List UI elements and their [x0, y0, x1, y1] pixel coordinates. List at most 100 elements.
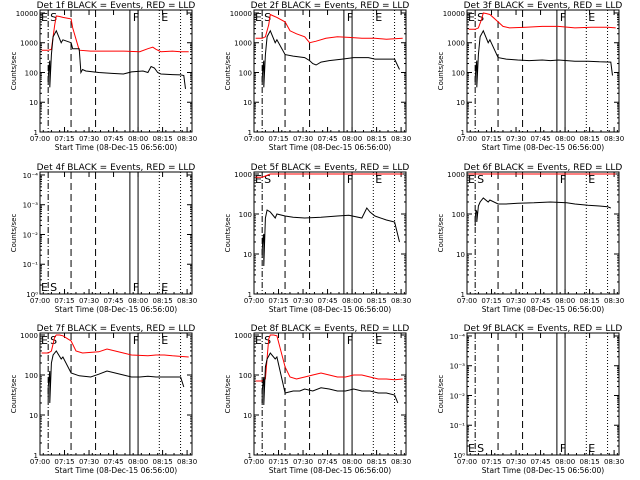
x-tick-label: 08:15: [366, 297, 386, 305]
x-tick-label: 08:15: [152, 297, 172, 305]
x-tick-label: 08:30: [391, 135, 411, 143]
x-tick-label: 07:30: [506, 458, 526, 466]
marker-letter-f: F: [560, 442, 566, 455]
panel-title: Det 6f BLACK = Events, RED = LLD: [464, 163, 623, 173]
x-tick-label: 08:00: [555, 135, 575, 143]
y-tick-label: 1000: [234, 171, 252, 179]
x-tick-label: 08:15: [366, 135, 386, 143]
y-tick-label: 1: [34, 129, 38, 137]
x-tick-label: 08:15: [579, 297, 599, 305]
y-tick-label: 10⁻³: [23, 202, 39, 210]
panel-title: Det 9f BLACK = Events, RED = LLD: [464, 324, 623, 334]
x-tick-label: 08:30: [604, 458, 624, 466]
marker-letter-s: S: [477, 173, 484, 186]
events-series-line: [47, 350, 185, 404]
y-axis-label: Counts/sec: [10, 52, 18, 91]
panel-title: Det 8f BLACK = Events, RED = LLD: [251, 324, 410, 334]
y-tick-label: 10000: [230, 10, 252, 18]
x-tick-label: 08:00: [128, 458, 148, 466]
x-tick-label: 07:45: [317, 135, 337, 143]
panel-det-4f: Det 4f BLACK = Events, RED = LLD 10⁰ 10⁻¹ 1…: [10, 163, 197, 314]
y-tick-label: 100: [452, 211, 465, 219]
plot-frame: [253, 332, 407, 456]
events-series-line: [261, 29, 400, 88]
y-tick-label: 10⁻²: [450, 392, 466, 400]
marker-letter-f: F: [347, 334, 353, 347]
x-tick-label: 08:15: [152, 458, 172, 466]
plot-frame: [253, 9, 407, 133]
events-series-line: [261, 352, 399, 406]
x-tick-label: 08:15: [579, 135, 599, 143]
x-tick-label: 07:15: [54, 297, 74, 305]
y-tick-label: 10000: [16, 10, 38, 18]
x-axis-label: Start Time (08-Dec-15 06:56:00): [55, 143, 177, 152]
x-tick-label: 07:00: [30, 297, 50, 305]
x-tick-label: 08:30: [604, 135, 624, 143]
x-tick-label: 08:00: [555, 458, 575, 466]
marker-letter-e: E: [588, 173, 595, 186]
y-axis-label: Counts/sec: [10, 375, 18, 414]
plot-frame: [39, 332, 193, 456]
x-tick-label: 07:15: [54, 135, 74, 143]
x-axis-label: Start Time (08-Dec-15 06:56:00): [269, 143, 391, 152]
x-tick-label: 08:00: [128, 135, 148, 143]
marker-letter-f: F: [347, 173, 353, 186]
marker-letter-s: S: [264, 173, 271, 186]
marker-letter-e: E: [468, 173, 475, 186]
lld-series-line: [255, 334, 403, 382]
x-tick-label: 07:30: [79, 458, 99, 466]
y-tick-label: 10: [243, 99, 252, 107]
x-tick-label: 07:30: [79, 135, 99, 143]
plot-frame: [253, 171, 407, 295]
y-tick-label: 1000: [20, 40, 38, 48]
y-tick-label: 1000: [234, 40, 252, 48]
x-tick-label: 07:00: [244, 458, 264, 466]
x-tick-label: 07:15: [481, 297, 501, 305]
x-tick-label: 08:30: [604, 297, 624, 305]
x-axis-label: Start Time (08-Dec-15 06:56:00): [269, 305, 391, 314]
lld-series-line: [468, 12, 616, 30]
marker-letter-s: S: [477, 11, 484, 24]
x-tick-label: 08:00: [128, 297, 148, 305]
x-tick-label: 07:45: [530, 297, 550, 305]
y-tick-label: 1000: [447, 40, 465, 48]
events-series-line: [47, 29, 186, 89]
marker-letter-f: F: [560, 173, 566, 186]
y-tick-label: 100: [239, 372, 252, 380]
plot-frame: [39, 9, 193, 133]
x-tick-label: 07:30: [506, 297, 526, 305]
marker-letter-e: E: [255, 334, 262, 347]
y-tick-label: 10000: [443, 10, 465, 18]
marker-letter-e: E: [41, 334, 48, 347]
panel-det-3f: Det 3f BLACK = Events, RED = LLD 1 10 100 10…: [437, 1, 624, 152]
y-axis-label: Counts/sec: [224, 375, 232, 414]
panel-det-2f: Det 2f BLACK = Events, RED = LLD 1 10 100 10…: [224, 1, 411, 152]
y-tick-label: 1000: [20, 332, 38, 340]
x-axis-label: Start Time (08-Dec-15 06:56:00): [269, 466, 391, 475]
x-tick-label: 07:45: [530, 135, 550, 143]
panel-det-9f: Det 9f BLACK = Events, RED = LLD 10⁰ 10⁻¹ 1…: [437, 324, 624, 475]
marker-letter-e: E: [41, 281, 48, 294]
y-axis-label: Counts/sec: [224, 214, 232, 253]
y-tick-label: 1: [461, 129, 465, 137]
x-tick-label: 07:30: [506, 135, 526, 143]
y-tick-label: 100: [25, 69, 38, 77]
x-tick-label: 07:45: [317, 458, 337, 466]
lld-series-line: [41, 15, 189, 53]
marker-letter-e: E: [161, 11, 168, 24]
y-tick-label: 10: [243, 412, 252, 420]
marker-letter-s: S: [477, 442, 484, 455]
marker-letter-e: E: [255, 11, 262, 24]
x-tick-label: 08:30: [391, 458, 411, 466]
panel-title: Det 7f BLACK = Events, RED = LLD: [37, 324, 196, 334]
y-tick-label: 10⁰: [453, 452, 465, 460]
marker-letter-e: E: [375, 11, 382, 24]
x-axis-label: Start Time (08-Dec-15 06:56:00): [482, 143, 604, 152]
lld-series-line: [41, 334, 189, 358]
x-tick-label: 07:15: [54, 458, 74, 466]
y-tick-label: 1: [34, 452, 38, 460]
panel-title: Det 5f BLACK = Events, RED = LLD: [251, 163, 410, 173]
x-tick-label: 08:00: [555, 297, 575, 305]
marker-letter-s: S: [50, 281, 57, 294]
y-tick-label: 10⁻²: [23, 231, 39, 239]
